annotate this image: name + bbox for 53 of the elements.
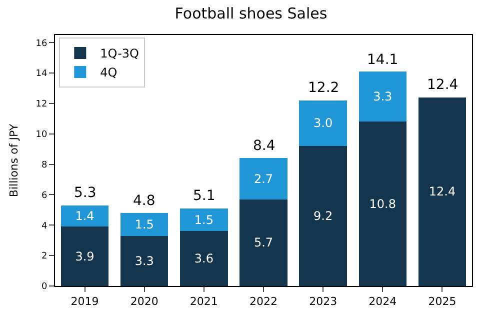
data-label: 12.4 (428, 184, 456, 199)
chart-title: Football shoes Sales (174, 4, 328, 22)
bar (299, 146, 347, 286)
y-tick-label: 4 (41, 221, 48, 232)
y-tick-label: 2 (41, 252, 48, 262)
bar (418, 97, 466, 286)
y-tick-label: 8 (41, 160, 48, 170)
bar (240, 199, 288, 286)
y-tick-label: 10 (36, 130, 48, 140)
data-label: 3.6 (194, 252, 214, 266)
data-label: 5.7 (254, 236, 274, 250)
total-label: 12.4 (427, 77, 458, 93)
bar (240, 158, 288, 200)
x-tick-label: 2023 (309, 295, 338, 308)
x-tick-label: 2025 (428, 295, 456, 308)
legend-label: 4Q (100, 66, 118, 80)
data-label: 2.7 (254, 172, 274, 186)
total-label: 4.8 (133, 193, 156, 209)
total-label: 5.1 (193, 188, 216, 204)
data-label: 9.2 (314, 209, 333, 224)
total-label: 12.2 (308, 80, 340, 96)
bar (60, 226, 109, 286)
bar (358, 72, 406, 122)
bar (180, 208, 228, 232)
x-tick-label: 2024 (368, 295, 397, 308)
data-label: 1.5 (134, 217, 154, 232)
x-tick-label: 2021 (190, 295, 218, 308)
y-axis-title: Billions of JPY (7, 124, 20, 198)
bar (120, 236, 168, 286)
bar (358, 122, 406, 286)
total-label: 8.4 (253, 138, 276, 154)
y-tick-label: 6 (41, 190, 48, 201)
x-tick-label: 2020 (130, 295, 158, 308)
data-label: 10.8 (369, 196, 396, 211)
total-label: 14.1 (367, 52, 398, 68)
bar (299, 100, 347, 146)
y-tick-label: 0 (41, 282, 48, 292)
bar (60, 205, 109, 227)
data-label: 3.9 (75, 249, 94, 264)
data-label: 3.3 (134, 254, 154, 268)
bar (180, 231, 228, 286)
x-tick-label: 2022 (250, 295, 278, 308)
bar (120, 212, 168, 236)
data-label: 3.3 (373, 90, 392, 104)
y-tick-label: 16 (36, 38, 48, 49)
y-tick-label: 12 (36, 100, 48, 110)
y-tick-label: 14 (36, 69, 48, 80)
total-label: 5.3 (74, 185, 96, 201)
legend-label: 1Q-3Q (100, 46, 139, 61)
data-label: 3.0 (314, 116, 333, 130)
x-tick-label: 2019 (70, 295, 99, 308)
data-label: 1.4 (75, 209, 94, 224)
data-label: 1.5 (194, 212, 214, 227)
